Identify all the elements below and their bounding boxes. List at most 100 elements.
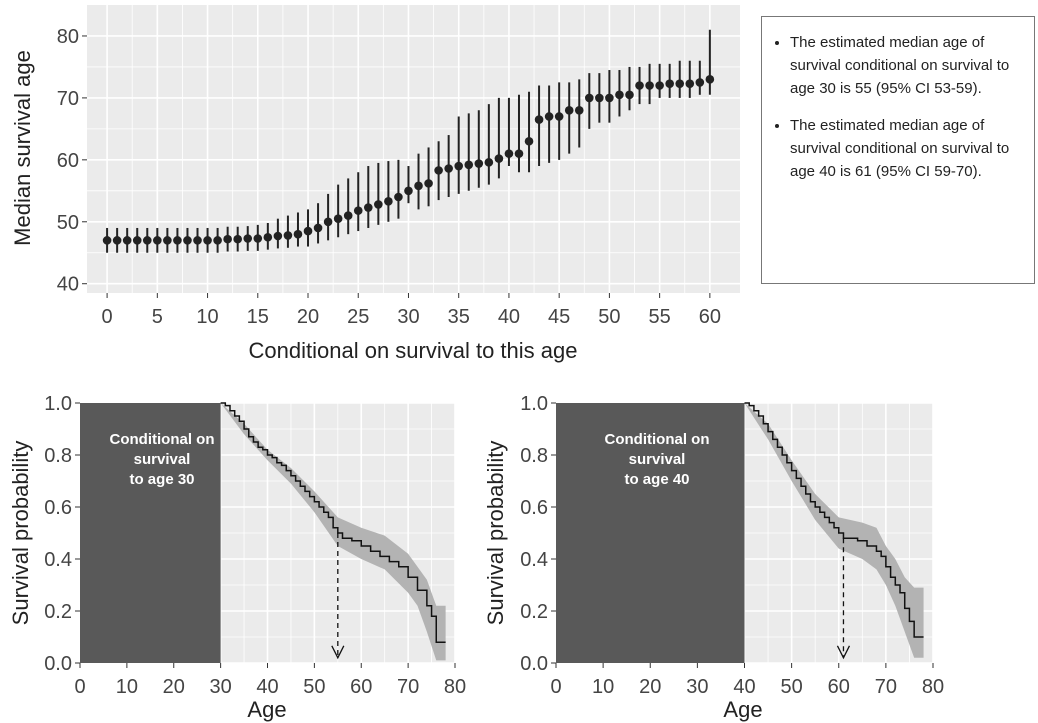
median-point — [122, 236, 132, 245]
median-point — [675, 79, 685, 88]
median-point — [243, 234, 253, 243]
y-tick-label: 0.8 — [44, 445, 72, 467]
median-point — [514, 149, 524, 158]
y-tick-label: 80 — [57, 26, 79, 48]
x-ticks: 0 5 10 15 20 25 30 35 40 45 50 55 60 — [102, 293, 721, 328]
median-point — [293, 229, 303, 239]
x-tick-label: 30 — [686, 676, 708, 698]
median-point — [203, 236, 212, 245]
x-tick-label: 40 — [498, 306, 520, 328]
x-ticks: 0 10 20 30 40 50 60 70 80 — [550, 663, 944, 698]
median-point — [424, 179, 433, 188]
median-point — [434, 166, 443, 175]
median-point — [163, 236, 172, 245]
median-point — [625, 90, 634, 100]
x-tick-label: 50 — [598, 306, 620, 328]
median-point — [333, 214, 343, 223]
annotation-box: The estimated median age of survival con… — [761, 16, 1035, 284]
x-tick-label: 20 — [297, 306, 319, 328]
x-tick-label: 5 — [152, 306, 163, 328]
y-tick-label: 0.8 — [520, 445, 548, 467]
median-point — [564, 105, 574, 115]
x-tick-label: 55 — [649, 306, 671, 328]
conditional-shade — [80, 403, 221, 663]
shade-label-line-1: Conditional on — [605, 431, 710, 448]
x-tick-label: 50 — [781, 676, 803, 698]
median-point — [685, 79, 695, 88]
median-point — [142, 236, 152, 245]
x-tick-label: 60 — [828, 676, 850, 698]
median-point — [183, 236, 192, 245]
median-point — [233, 234, 242, 244]
shade-label-line-1: Conditional on — [110, 431, 215, 448]
median-point — [655, 81, 664, 90]
x-tick-label: 30 — [210, 676, 232, 698]
x-tick-label: 60 — [699, 306, 721, 328]
median-point — [524, 136, 534, 146]
median-point — [253, 234, 263, 243]
x-tick-label: 70 — [397, 676, 419, 698]
median-point — [394, 192, 403, 202]
x-tick-label: 0 — [74, 676, 85, 698]
x-tick-label: 60 — [350, 676, 372, 698]
x-tick-label: 80 — [444, 676, 466, 698]
median-point — [112, 236, 122, 245]
median-point — [645, 81, 654, 90]
median-point — [464, 160, 474, 170]
arrow-head — [331, 645, 345, 660]
survival-curve-age-30: Conditional on survival to age 30 0 10 20 3… — [8, 393, 466, 722]
x-tick-label: 0 — [102, 306, 113, 328]
median-point — [323, 217, 333, 227]
median-point — [273, 231, 283, 241]
median-point — [605, 93, 614, 103]
median-point — [404, 186, 413, 196]
median-point — [213, 236, 222, 245]
y-tick-label: 60 — [57, 150, 79, 172]
y-tick-label: 0.2 — [520, 601, 548, 623]
shade-label-line-3: to age 40 — [624, 471, 689, 488]
median-point — [534, 115, 544, 124]
ci-band — [744, 403, 924, 658]
y-tick-label: 50 — [57, 212, 79, 234]
median-point — [585, 93, 594, 103]
survival-curve-age-40: Conditional on survival to age 40 0 10 20 3… — [483, 393, 944, 722]
x-axis-label: Age — [247, 697, 286, 722]
y-tick-label: 0.6 — [44, 497, 72, 519]
median-point — [102, 236, 112, 245]
point-ranges — [102, 29, 715, 253]
y-tick-label: 0.4 — [44, 549, 72, 571]
x-tick-label: 35 — [448, 306, 470, 328]
median-point — [665, 79, 674, 88]
median-point — [313, 223, 323, 233]
median-point — [363, 203, 373, 212]
x-tick-label: 50 — [303, 676, 325, 698]
arrow-head — [836, 645, 851, 660]
x-tick-label: 40 — [733, 676, 755, 698]
median-point — [635, 81, 644, 90]
median-point — [132, 236, 142, 245]
y-ticks: 0.0 0.2 0.4 0.6 0.8 1.0 — [520, 393, 556, 675]
x-ticks: 0 10 20 30 40 50 60 70 80 — [74, 663, 466, 698]
y-axis-label: Median survival age — [10, 50, 35, 246]
x-axis-label: Conditional on survival to this age — [249, 338, 578, 363]
y-tick-label: 0.0 — [520, 653, 548, 675]
y-tick-label: 1.0 — [520, 393, 548, 415]
median-arrow — [331, 533, 345, 660]
x-tick-label: 10 — [116, 676, 138, 698]
y-tick-label: 70 — [57, 88, 79, 110]
median-point — [223, 234, 232, 244]
survival-step-line — [744, 402, 924, 638]
median-point — [303, 226, 313, 236]
median-point — [444, 164, 453, 173]
shade-label-line-3: to age 30 — [129, 471, 194, 488]
median-point — [705, 75, 715, 84]
y-ticks: 40 50 60 70 80 — [57, 26, 87, 296]
median-point — [384, 197, 393, 206]
x-tick-label: 80 — [922, 676, 944, 698]
x-tick-label: 45 — [548, 306, 570, 328]
x-axis-label: Age — [723, 697, 762, 722]
median-point — [574, 105, 584, 115]
y-ticks: 0.0 0.2 0.4 0.6 0.8 1.0 — [44, 393, 80, 675]
median-point — [615, 90, 624, 100]
